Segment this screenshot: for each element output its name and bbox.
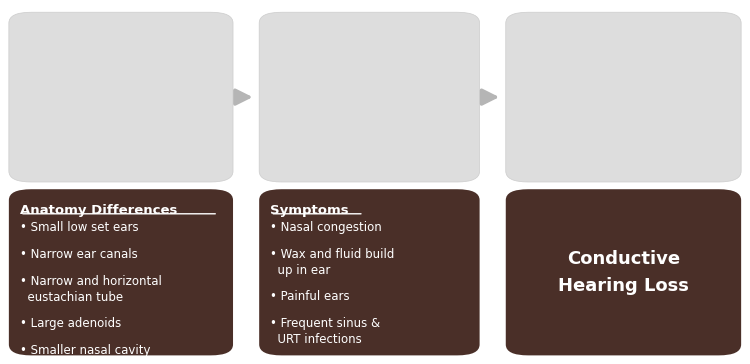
Text: • Wax and fluid build
  up in ear: • Wax and fluid build up in ear xyxy=(271,248,394,277)
Text: • Painful ears: • Painful ears xyxy=(271,290,350,302)
Text: • Large adenoids: • Large adenoids xyxy=(20,317,122,330)
Text: • Smaller nasal cavity: • Smaller nasal cavity xyxy=(20,344,151,357)
Text: • Small low set ears: • Small low set ears xyxy=(20,221,139,234)
Text: Anatomy Differences: Anatomy Differences xyxy=(20,204,178,217)
Text: • Narrow and horizontal
  eustachian tube: • Narrow and horizontal eustachian tube xyxy=(20,275,162,304)
FancyBboxPatch shape xyxy=(506,189,741,355)
FancyBboxPatch shape xyxy=(506,12,741,182)
Text: • Frequent sinus &
  URT infections: • Frequent sinus & URT infections xyxy=(271,317,380,346)
FancyBboxPatch shape xyxy=(260,189,479,355)
FancyBboxPatch shape xyxy=(9,12,233,182)
FancyBboxPatch shape xyxy=(260,12,479,182)
Text: • Narrow ear canals: • Narrow ear canals xyxy=(20,248,138,261)
Text: • Nasal congestion: • Nasal congestion xyxy=(271,221,382,234)
Text: Conductive
Hearing Loss: Conductive Hearing Loss xyxy=(558,250,689,294)
Text: Symptoms: Symptoms xyxy=(271,204,349,217)
FancyBboxPatch shape xyxy=(9,189,233,355)
